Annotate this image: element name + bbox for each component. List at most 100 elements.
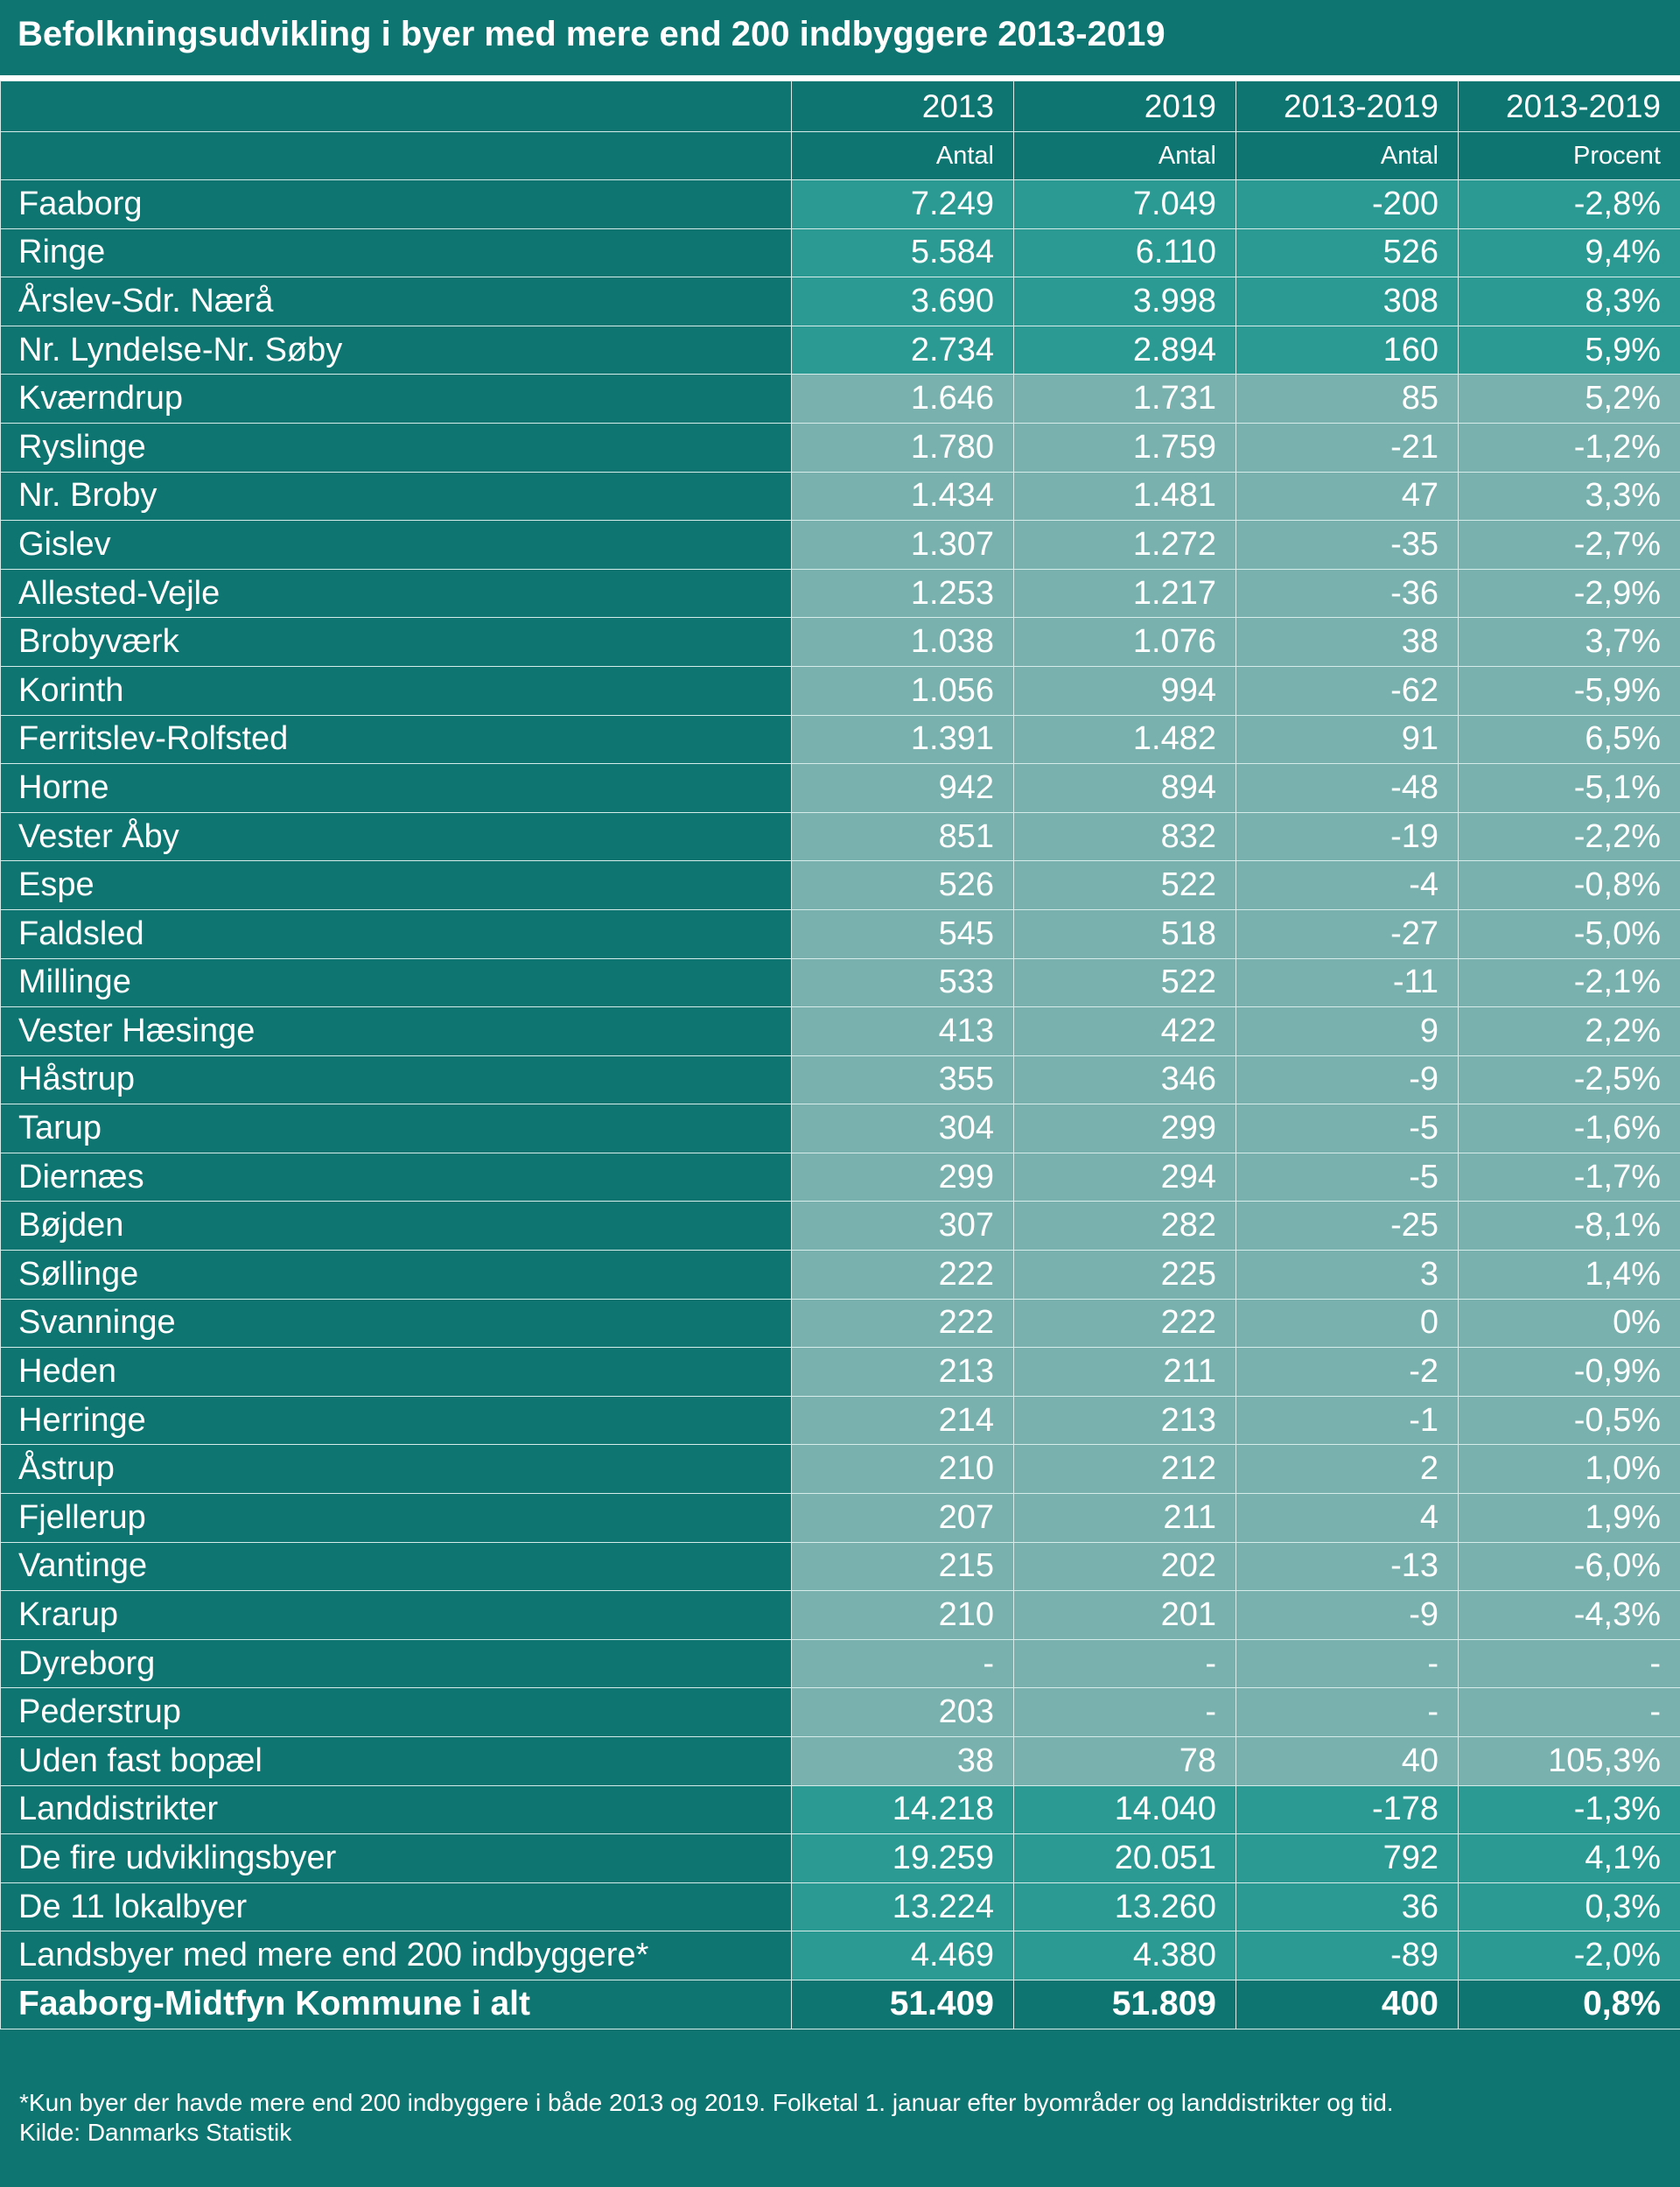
change-percent: -0,5%	[1458, 1395, 1680, 1446]
change-count: 47	[1236, 471, 1459, 522]
value-2019: 202	[1013, 1541, 1236, 1592]
change-percent: -1,3%	[1458, 1784, 1680, 1835]
change-count: 526	[1236, 228, 1459, 278]
change-count: -48	[1236, 763, 1459, 813]
change-percent: 1,4%	[1458, 1250, 1680, 1300]
value-2019: 294	[1013, 1152, 1236, 1202]
value-2013: 413	[791, 1006, 1014, 1056]
value-2013: 307	[791, 1201, 1014, 1251]
value-2013: 5.584	[791, 228, 1014, 278]
value-2013: 213	[791, 1347, 1014, 1397]
change-percent: -	[1458, 1687, 1680, 1737]
page-title: Befolkningsudvikling i byer med mere end…	[18, 15, 1166, 53]
value-2019: 1.076	[1013, 617, 1236, 667]
change-percent: -2,7%	[1458, 520, 1680, 570]
table-row: Herringe 214 213 -1 -0,5%	[0, 1395, 1680, 1446]
change-count: 38	[1236, 617, 1459, 667]
table-row: Allested-Vejle 1.253 1.217 -36 -2,9%	[0, 568, 1680, 619]
row-label: Fjellerup	[0, 1493, 792, 1543]
header-change-percent: 2013-2019	[1458, 81, 1680, 132]
value-2013: 210	[791, 1590, 1014, 1640]
row-label: Krarup	[0, 1590, 792, 1640]
table-row: Faaborg-Midtfyn Kommune i alt 51.409 51.80…	[0, 1979, 1680, 2029]
value-2013: 7.249	[791, 179, 1014, 229]
table-row: Gislev 1.307 1.272 -35 -2,7%	[0, 520, 1680, 570]
change-count: 308	[1236, 277, 1459, 326]
change-count: -	[1236, 1638, 1459, 1689]
title-bar: Befolkningsudvikling i byer med mere end…	[0, 0, 1680, 75]
value-2013: 942	[791, 763, 1014, 813]
value-2013: 19.259	[791, 1833, 1014, 1883]
row-label: Millinge	[0, 957, 792, 1008]
value-2013: 1.646	[791, 374, 1014, 424]
change-percent: 8,3%	[1458, 277, 1680, 326]
table-row: Espe 526 522 -4 -0,8%	[0, 860, 1680, 910]
value-2019: 213	[1013, 1395, 1236, 1446]
value-2019: 6.110	[1013, 228, 1236, 278]
change-percent: -2,8%	[1458, 179, 1680, 229]
row-label: Horne	[0, 763, 792, 813]
change-count: -1	[1236, 1395, 1459, 1446]
header-corner	[0, 81, 792, 132]
change-count: 0	[1236, 1298, 1459, 1349]
change-percent: -2,0%	[1458, 1931, 1680, 1980]
table-row: Ferritslev-Rolfsted 1.391 1.482 91 6,5%	[0, 714, 1680, 765]
row-label: Landsbyer med mere end 200 indbyggere*	[0, 1931, 792, 1980]
change-count: -36	[1236, 568, 1459, 619]
change-percent: -4,3%	[1458, 1590, 1680, 1640]
value-2013: 2.734	[791, 325, 1014, 375]
value-2019: 518	[1013, 908, 1236, 959]
change-count: -9	[1236, 1055, 1459, 1105]
change-count: -2	[1236, 1347, 1459, 1397]
change-percent: -1,6%	[1458, 1104, 1680, 1153]
value-2013: 38	[791, 1736, 1014, 1786]
table-row: Faaborg 7.249 7.049 -200 -2,8%	[0, 179, 1680, 229]
change-percent: -0,8%	[1458, 860, 1680, 910]
row-label: Faaborg	[0, 179, 792, 229]
change-count: 400	[1236, 1979, 1459, 2029]
value-2013: 4.469	[791, 1931, 1014, 1980]
table-row: Landdistrikter 14.218 14.040 -178 -1,3%	[0, 1784, 1680, 1835]
value-2019: 299	[1013, 1104, 1236, 1153]
value-2019: 1.481	[1013, 471, 1236, 522]
change-percent: -5,1%	[1458, 763, 1680, 813]
value-2013: 299	[791, 1152, 1014, 1202]
value-2013: 1.253	[791, 568, 1014, 619]
table-row: Åstrup 210 212 2 1,0%	[0, 1444, 1680, 1495]
change-count: -11	[1236, 957, 1459, 1008]
value-2019: 522	[1013, 957, 1236, 1008]
change-percent: 3,3%	[1458, 471, 1680, 522]
value-2013: 1.391	[791, 714, 1014, 765]
table-row: Krarup 210 201 -9 -4,3%	[0, 1590, 1680, 1640]
table-row: Korinth 1.056 994 -62 -5,9%	[0, 665, 1680, 716]
value-2013: 1.307	[791, 520, 1014, 570]
row-label: De fire udviklingsbyer	[0, 1833, 792, 1883]
value-2013: 222	[791, 1298, 1014, 1349]
row-label: Landdistrikter	[0, 1784, 792, 1835]
row-label: Åstrup	[0, 1444, 792, 1495]
value-2019: 225	[1013, 1250, 1236, 1300]
change-percent: 4,1%	[1458, 1833, 1680, 1883]
table-row: Håstrup 355 346 -9 -2,5%	[0, 1055, 1680, 1105]
value-2019: 1.759	[1013, 422, 1236, 473]
row-label: De 11 lokalbyer	[0, 1882, 792, 1932]
row-label: Søllinge	[0, 1250, 792, 1300]
change-percent: 5,9%	[1458, 325, 1680, 375]
header-row-units: Antal Antal Antal Procent	[0, 131, 1680, 180]
row-label: Dyreborg	[0, 1638, 792, 1689]
row-label: Allested-Vejle	[0, 568, 792, 619]
row-label: Espe	[0, 860, 792, 910]
row-label: Ryslinge	[0, 422, 792, 473]
change-count: -89	[1236, 1931, 1459, 1980]
value-2013: 210	[791, 1444, 1014, 1495]
change-count: 160	[1236, 325, 1459, 375]
change-count: -62	[1236, 665, 1459, 716]
table-row: Uden fast bopæl 38 78 40 105,3%	[0, 1736, 1680, 1786]
row-label: Gislev	[0, 520, 792, 570]
change-percent: -2,1%	[1458, 957, 1680, 1008]
change-percent: 1,0%	[1458, 1444, 1680, 1495]
row-label: Vester Hæsinge	[0, 1006, 792, 1056]
value-2013: 3.690	[791, 277, 1014, 326]
change-percent: 6,5%	[1458, 714, 1680, 765]
value-2013: 1.434	[791, 471, 1014, 522]
